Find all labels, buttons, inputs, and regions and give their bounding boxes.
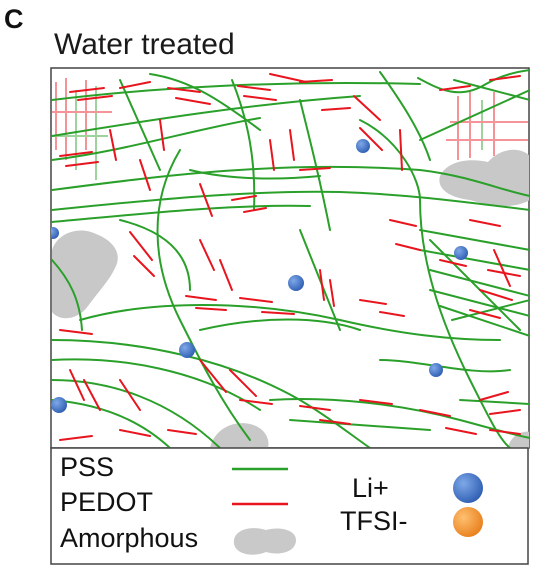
li-ion bbox=[179, 342, 195, 358]
legend-label-pedot: PEDOT bbox=[60, 487, 153, 517]
legend: PSS PEDOT Amorphous Li+ TFSI- bbox=[51, 448, 528, 564]
legend-swatch-amorphous bbox=[234, 528, 296, 555]
legend-label-pss: PSS bbox=[60, 452, 114, 482]
legend-label-li: Li+ bbox=[352, 473, 389, 503]
li-ion bbox=[288, 275, 304, 291]
legend-label-amorphous: Amorphous bbox=[60, 523, 198, 553]
li-ion bbox=[356, 139, 370, 153]
li-ion bbox=[429, 363, 443, 377]
legend-label-tfsi: TFSI- bbox=[340, 506, 408, 536]
legend-swatch-tfsi bbox=[453, 507, 483, 537]
li-ion bbox=[51, 397, 67, 413]
li-ion bbox=[47, 227, 59, 239]
li-ion bbox=[454, 246, 468, 260]
legend-swatch-li bbox=[453, 473, 483, 503]
